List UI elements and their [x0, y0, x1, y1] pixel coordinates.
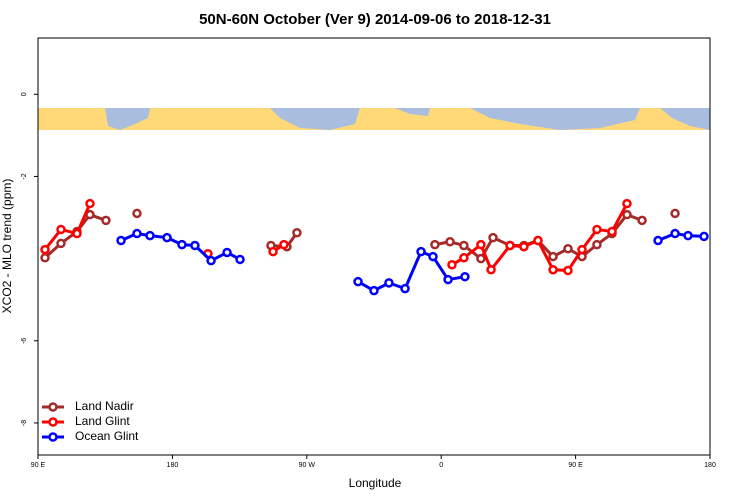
data-point	[459, 240, 469, 251]
x-tick-label: 0	[439, 462, 443, 469]
data-point	[40, 244, 50, 255]
data-point	[459, 253, 469, 263]
data-point	[430, 239, 440, 250]
data-point	[190, 240, 200, 251]
y-axis-label: XCO2 - MLO trend (ppm)	[0, 179, 14, 314]
data-point	[505, 240, 515, 251]
data-point	[563, 244, 573, 254]
data-point	[72, 228, 82, 239]
data-point	[622, 198, 632, 209]
map-land	[105, 108, 710, 130]
data-point	[670, 228, 680, 239]
y-tick-label: -2	[21, 173, 28, 179]
data-point	[637, 215, 647, 226]
data-point	[577, 244, 587, 255]
chart-title: 50N-60N October (Ver 9) 2014-09-06 to 20…	[199, 11, 551, 28]
data-point	[85, 198, 95, 209]
data-point	[132, 208, 142, 219]
data-point	[476, 253, 486, 264]
plot-frame	[37, 37, 711, 456]
legend-marker	[48, 432, 58, 442]
data-point	[670, 208, 680, 219]
data-point	[519, 241, 529, 252]
data-point	[353, 276, 363, 287]
data-point	[592, 224, 602, 235]
x-tick-label: 90 E	[568, 462, 583, 469]
y-tick-label: -8	[21, 420, 28, 426]
data-point	[592, 239, 602, 250]
data-point	[369, 285, 379, 296]
data-point	[279, 239, 289, 250]
data-point	[428, 251, 438, 262]
data-point	[222, 247, 232, 258]
data-point	[268, 246, 278, 257]
data-point	[235, 254, 245, 265]
data-point	[145, 230, 155, 241]
data-point	[622, 209, 632, 220]
y-tick-label: -6	[21, 338, 28, 344]
legend-label: Ocean Glint	[75, 429, 139, 443]
data-point	[206, 255, 216, 266]
x-tick-label: 90 W	[299, 462, 316, 469]
data-point	[548, 264, 558, 275]
data-point	[177, 239, 187, 250]
data-point	[563, 265, 573, 276]
data-point	[445, 237, 455, 247]
data-point	[447, 260, 457, 270]
legend-label: Land Nadir	[75, 399, 134, 413]
x-tick-label: 90 E	[31, 462, 46, 469]
x-axis-label: Longitude	[349, 476, 402, 490]
y-tick-label: 0	[21, 92, 28, 96]
data-point	[132, 228, 142, 239]
data-point	[416, 246, 426, 257]
data-point	[56, 238, 66, 249]
legend-marker	[48, 417, 58, 427]
data-point	[162, 232, 172, 243]
legend-marker	[48, 402, 58, 412]
data-point	[548, 251, 558, 262]
data-point	[486, 264, 496, 275]
data-point	[653, 235, 663, 246]
data-point	[460, 271, 470, 282]
data-point	[533, 235, 543, 246]
data-point	[400, 283, 410, 294]
data-point	[443, 274, 453, 285]
x-tick-label: 180	[704, 462, 716, 469]
legend-label: Land Glint	[75, 414, 130, 428]
data-point	[607, 226, 617, 237]
data-point	[116, 235, 126, 246]
data-point	[699, 231, 709, 242]
x-tick-label: 180	[167, 462, 179, 469]
data-point	[40, 253, 50, 263]
data-point	[476, 239, 486, 250]
data-point	[384, 278, 394, 288]
data-point	[56, 224, 66, 235]
data-point	[101, 215, 111, 226]
data-point	[488, 232, 498, 243]
data-point	[683, 230, 693, 241]
data-point	[292, 227, 302, 238]
